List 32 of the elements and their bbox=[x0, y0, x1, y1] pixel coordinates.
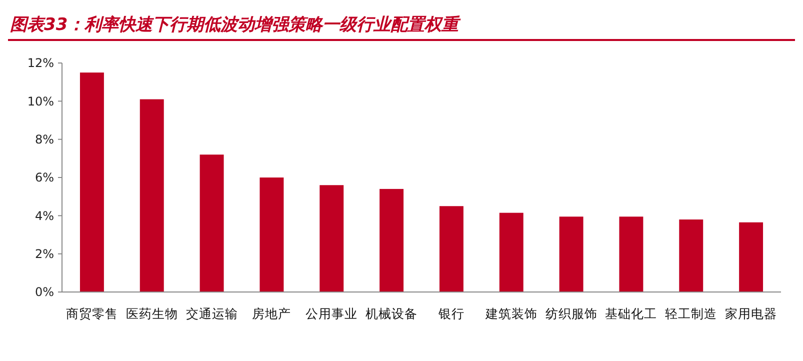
bar bbox=[320, 185, 344, 292]
bar bbox=[380, 188, 404, 292]
x-tick-label: 银行 bbox=[437, 306, 464, 321]
x-tick-label: 建筑装饰 bbox=[484, 306, 538, 321]
x-tick-label: 医药生物 bbox=[126, 306, 178, 321]
y-tick-label: 4% bbox=[34, 208, 54, 223]
x-tick-label: 商贸零售 bbox=[66, 306, 118, 321]
bar bbox=[559, 216, 584, 292]
y-tick-label: 8% bbox=[34, 132, 54, 147]
x-tick-label: 家用电器 bbox=[725, 306, 778, 321]
bar bbox=[739, 222, 764, 292]
bar bbox=[80, 72, 104, 292]
x-tick-label: 基础化工 bbox=[605, 306, 658, 321]
x-tick-label: 公用事业 bbox=[306, 306, 358, 321]
y-tick-label: 12% bbox=[27, 56, 54, 70]
bar bbox=[619, 216, 644, 292]
x-tick-label: 纺织服饰 bbox=[545, 306, 598, 321]
x-tick-label: 机械设备 bbox=[366, 306, 418, 321]
bar bbox=[260, 178, 284, 292]
bar bbox=[499, 212, 524, 292]
y-tick-label: 6% bbox=[34, 170, 54, 185]
bar bbox=[200, 154, 224, 292]
y-tick-label: 2% bbox=[34, 247, 54, 262]
bar bbox=[439, 206, 464, 292]
bar bbox=[140, 99, 164, 292]
x-tick-label: 交通运输 bbox=[186, 306, 238, 321]
y-tick-label: 0% bbox=[34, 285, 54, 300]
chart-title: 图表33：利率快速下行期低波动增强策略一级行业配置权重 bbox=[10, 15, 462, 35]
bar bbox=[679, 219, 704, 292]
x-tick-label: 房地产 bbox=[252, 306, 292, 321]
x-tick-label: 轻工制造 bbox=[665, 306, 718, 321]
y-tick-label: 10% bbox=[27, 94, 54, 108]
